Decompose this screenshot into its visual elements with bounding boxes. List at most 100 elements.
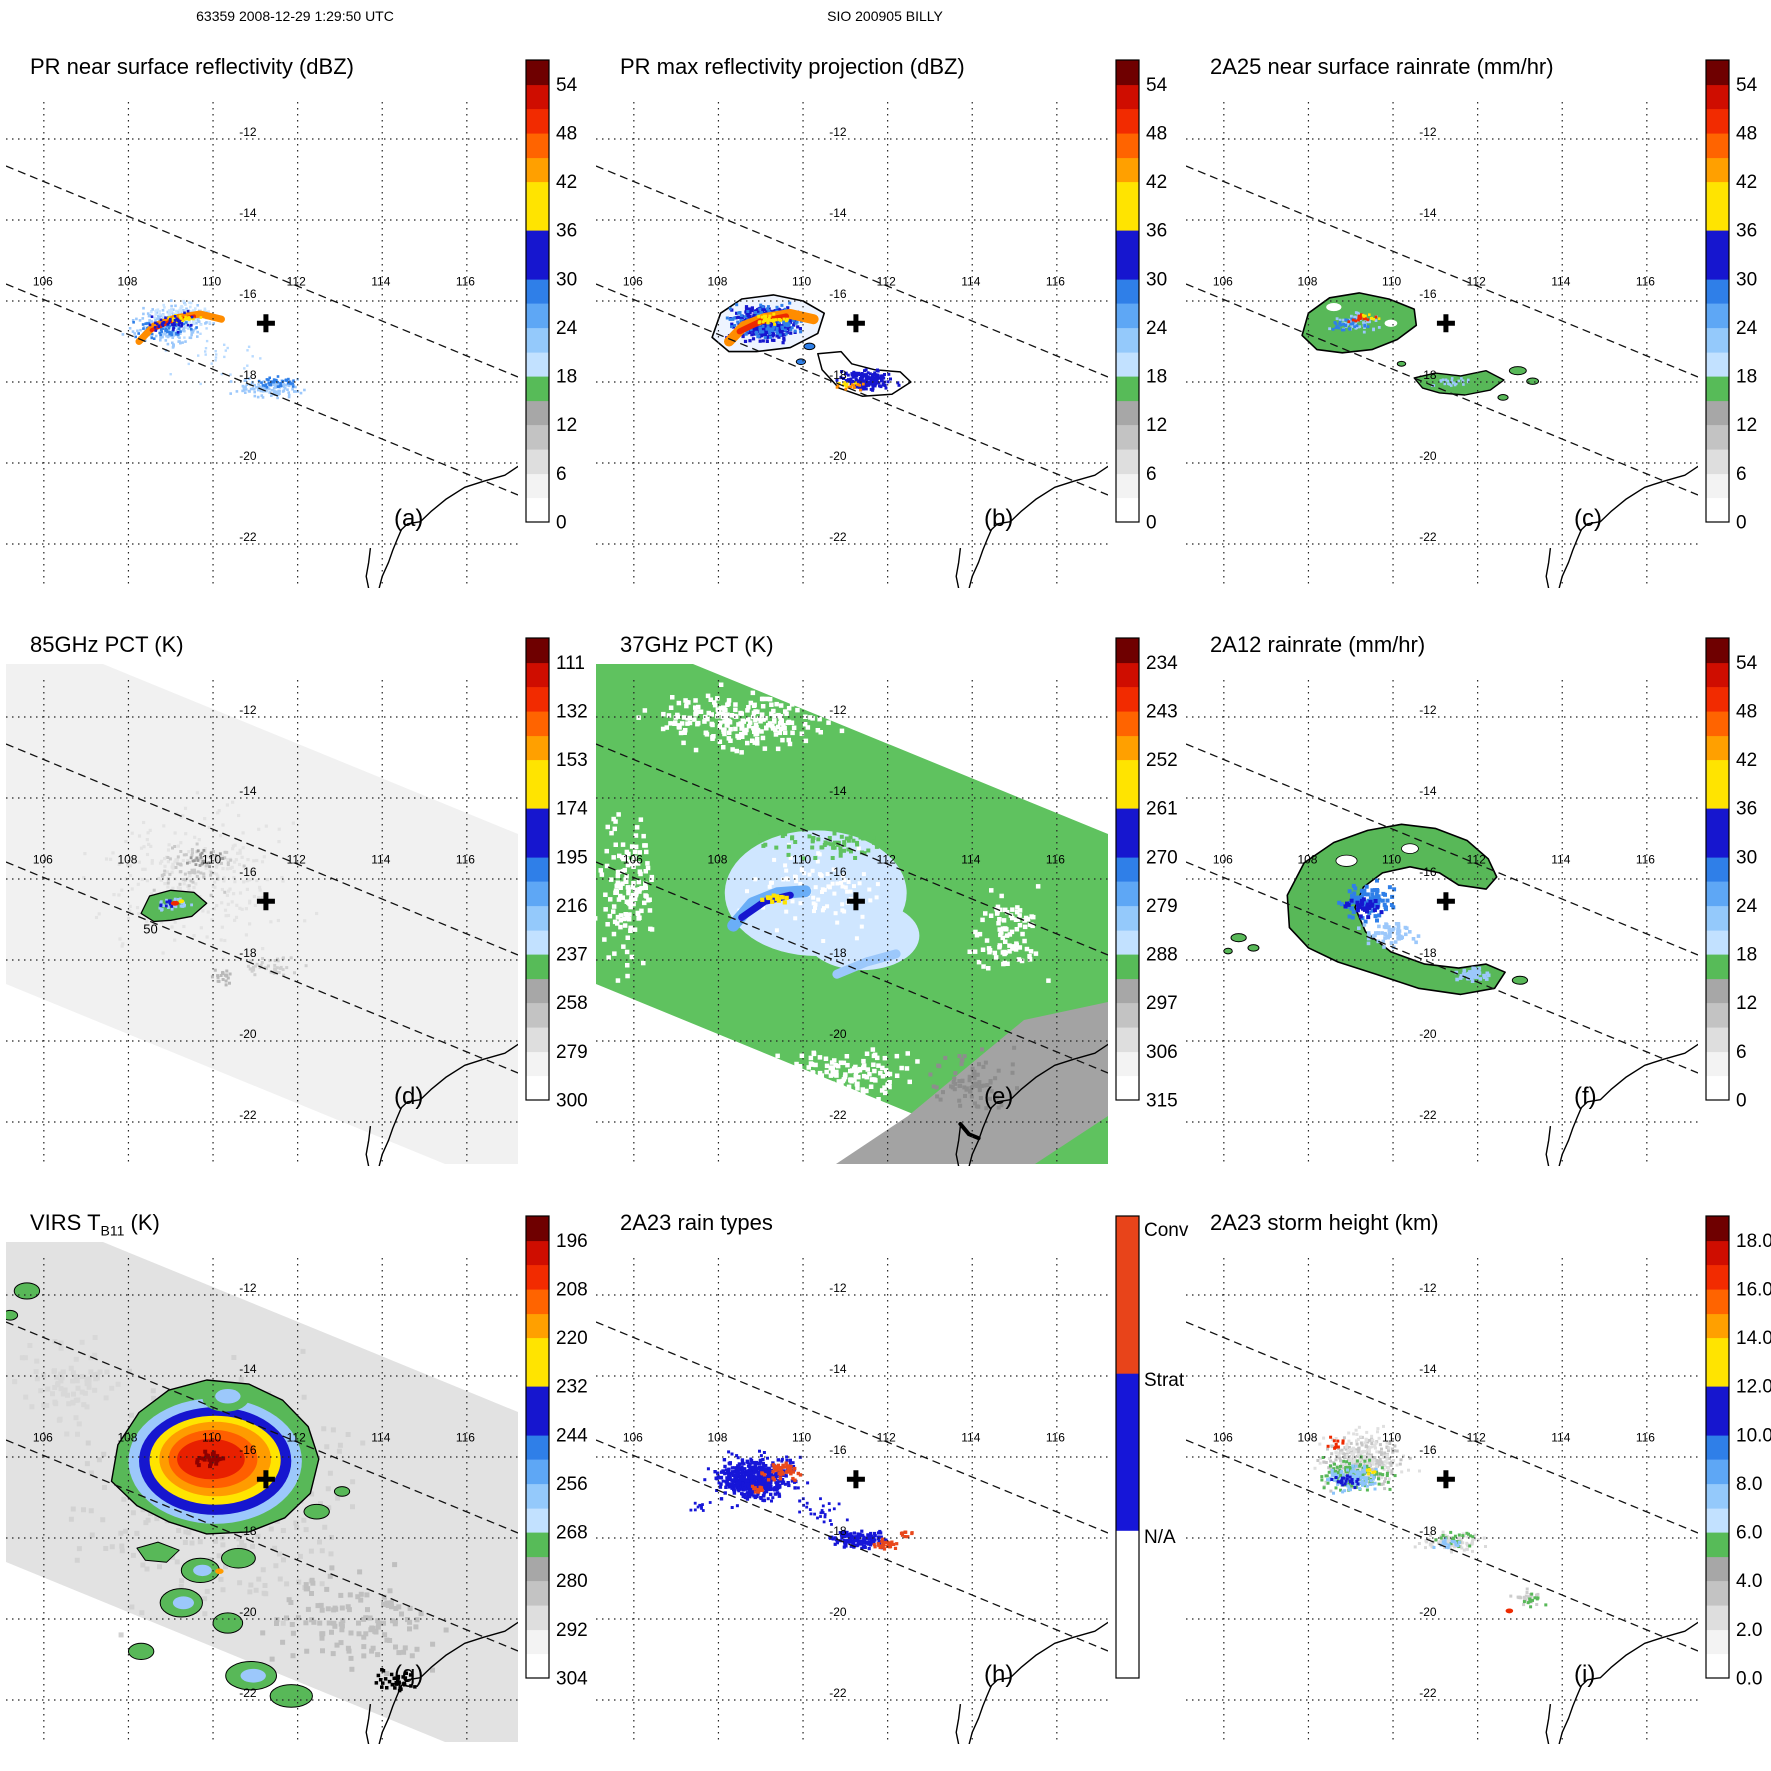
panel-e-title: 37GHz PCT (K) <box>620 632 774 657</box>
svg-text:42: 42 <box>1736 750 1757 771</box>
coastline-b <box>955 465 1108 588</box>
svg-text:-20: -20 <box>1419 449 1437 463</box>
svg-text:-20: -20 <box>829 1027 847 1041</box>
svg-text:0: 0 <box>556 513 567 534</box>
svg-text:0: 0 <box>1146 513 1157 534</box>
svg-text:112: 112 <box>287 853 306 867</box>
storm-data-g <box>6 1242 518 1742</box>
svg-text:110: 110 <box>1382 853 1401 867</box>
svg-text:-12: -12 <box>239 125 257 139</box>
orbit-timestamp-header: 63359 2008-12-29 1:29:50 UTC <box>196 8 394 24</box>
panel-e: 37GHz PCT (K) 106 108 110 112 114 116 -12 -14 -1… <box>590 608 1180 1186</box>
svg-text:108: 108 <box>117 853 137 867</box>
svg-text:116: 116 <box>456 853 475 867</box>
coastline-c <box>1545 465 1698 588</box>
map-b: 106 108 110 112 114 116 -12 -14 -16 -18 -20 -22 (b) <box>596 102 1108 588</box>
colorbar-ticks-c: 54 48 42 36 30 24 18 12 6 0 <box>1736 75 1758 534</box>
swath-edge-lines-i <box>1186 1321 1698 1652</box>
svg-text:0: 0 <box>1736 1091 1747 1112</box>
coastline-d <box>365 1043 518 1166</box>
panel-letter-c: (c) <box>1574 505 1602 532</box>
svg-text:36: 36 <box>556 221 577 242</box>
svg-text:232: 232 <box>556 1377 588 1398</box>
svg-text:50: 50 <box>143 922 157 937</box>
svg-text:-18: -18 <box>1419 368 1437 382</box>
map-g: 106 108 110 112 114 116 -12 -14 -16 -18 -20 -22 (g) <box>6 1242 518 1744</box>
storm-center-cross-d <box>256 892 275 911</box>
svg-text:-20: -20 <box>239 1605 257 1619</box>
svg-text:42: 42 <box>556 172 577 193</box>
svg-text:-12: -12 <box>829 703 847 717</box>
map-f: 106 108 110 112 114 116 -12 -14 -16 -18 -20 -22 (f) <box>1186 680 1698 1166</box>
svg-text:112: 112 <box>1467 275 1486 289</box>
svg-text:116: 116 <box>456 275 475 289</box>
svg-text:-14: -14 <box>829 784 847 798</box>
svg-text:252: 252 <box>1146 750 1178 771</box>
graticule-labels-b: 106 108 110 112 114 116 -12 -14 -16 -18 -20 -22 <box>623 125 1065 544</box>
svg-text:110: 110 <box>792 853 811 867</box>
svg-text:279: 279 <box>1146 896 1178 917</box>
svg-text:112: 112 <box>1467 853 1486 867</box>
colorbar-ticks-i: 18.016.014.012.010.08.06.04.02.00.0 <box>1736 1231 1771 1690</box>
svg-text:-12: -12 <box>1419 125 1437 139</box>
svg-text:12: 12 <box>1736 993 1757 1014</box>
panel-letter-i: (i) <box>1574 1661 1595 1688</box>
svg-text:30: 30 <box>1736 847 1757 868</box>
svg-text:110: 110 <box>202 1431 221 1445</box>
graticule-labels-i: 106 108 110 112 114 116-12-14-16-18-20-22 <box>1213 1281 1655 1700</box>
svg-text:54: 54 <box>1736 653 1758 674</box>
storm-center-cross-f <box>1436 892 1455 911</box>
svg-text:-12: -12 <box>1419 703 1437 717</box>
panel-grid: PR near surface reflectivity (dBZ) 106 10… <box>0 30 1771 1764</box>
graticule-labels-a: 106 108 110 112 114 116 -12 -14 -16 -18 -20 -22 <box>33 125 475 544</box>
svg-text:116: 116 <box>1636 853 1655 867</box>
colorbar-ticks-b: 54 48 42 36 30 24 18 12 6 0 <box>1146 75 1168 534</box>
colorbar-d: 111 132 153 174 195 216 237 258 279 300 <box>525 637 588 1112</box>
svg-text:54: 54 <box>1736 75 1758 96</box>
panel-g: VIRS TB11 (K) 106 108 110 112 114 116 -12 -14 -1… <box>0 1186 590 1764</box>
svg-text:108: 108 <box>1297 853 1317 867</box>
svg-text:-12: -12 <box>239 703 257 717</box>
svg-text:258: 258 <box>556 993 588 1014</box>
coastline-f <box>1545 1043 1698 1166</box>
map-d: 50 106 108 110 112 114 116 -12 -14 -16 -18 -20 -22 (d… <box>6 664 518 1166</box>
svg-text:106: 106 <box>623 275 643 289</box>
colorbar-e: 234 243 252 261 270 279 288 297 306 315 <box>1115 637 1178 1112</box>
colorbar-f: 54 48 42 36 30 24 18 12 6 0 <box>1705 637 1758 1112</box>
svg-text:106: 106 <box>623 853 643 867</box>
svg-text:132: 132 <box>556 701 588 722</box>
graticule-e <box>596 680 1108 1164</box>
storm-center-cross-b <box>846 314 865 333</box>
colorbar-scale-b <box>1115 59 1140 523</box>
svg-text:-16: -16 <box>1419 865 1437 879</box>
panel-letter-d: (d) <box>394 1083 423 1110</box>
svg-text:108: 108 <box>117 275 137 289</box>
graticule-d <box>6 680 518 1164</box>
graticule-labels-d: 106 108 110 112 114 116 -12 -14 -16 -18 -20 -22 <box>33 703 475 1122</box>
svg-text:6: 6 <box>556 464 567 485</box>
colorbar-a: 54 48 42 36 30 24 18 12 6 0 <box>525 59 578 534</box>
svg-text:-16: -16 <box>239 865 257 879</box>
svg-text:-22: -22 <box>829 530 847 544</box>
svg-text:306: 306 <box>1146 1042 1178 1063</box>
graticule-c <box>1186 102 1698 586</box>
graticule-b <box>596 102 1108 586</box>
svg-text:110: 110 <box>792 275 811 289</box>
svg-text:106: 106 <box>1213 853 1233 867</box>
svg-text:48: 48 <box>1736 701 1757 722</box>
svg-text:-16: -16 <box>829 287 847 301</box>
svg-text:18: 18 <box>556 367 577 388</box>
svg-text:-14: -14 <box>1419 206 1437 220</box>
svg-text:-14: -14 <box>239 1362 257 1376</box>
svg-text:208: 208 <box>556 1279 588 1300</box>
colorbar-scale-g <box>525 1215 550 1679</box>
swath-edge-lines-h <box>596 1321 1108 1652</box>
map-i: 106 108 110 112 114 116-12-14-16-18-20-22(i) <box>1186 1258 1698 1744</box>
graticule-i <box>1186 1258 1698 1742</box>
storm-data-h <box>689 1449 914 1551</box>
svg-text:48: 48 <box>556 123 577 144</box>
colorbar-ticks-d: 111 132 153 174 195 216 237 258 279 300 <box>556 653 588 1112</box>
svg-text:-18: -18 <box>829 368 847 382</box>
svg-text:114: 114 <box>961 275 980 289</box>
swath-edge-lines-d <box>6 743 518 1074</box>
